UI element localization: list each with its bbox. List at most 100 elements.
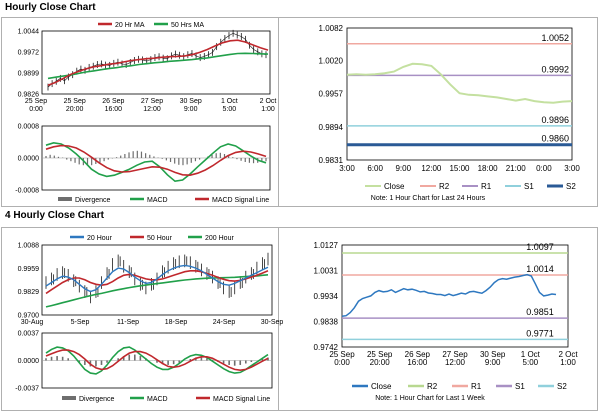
- 4h-pivot-xtick-3: 27 Sep 12:00: [442, 350, 468, 367]
- 4h-pivot-note: Note: 1 Hour Chart for Last 1 Week: [375, 395, 485, 402]
- 4h-price-ytick-0: 1.0088: [18, 243, 40, 250]
- hourly-pivot-xtick-8: 3:00: [564, 164, 580, 173]
- hourly-pivot-xtick-3: 12:00: [421, 164, 442, 173]
- hourly-pivot-xtick-1: 6:00: [367, 164, 383, 173]
- hourly-pivot-ytick-4: 0.9831: [319, 156, 344, 165]
- hourly-pivot-legend-close: Close: [384, 182, 405, 191]
- 4h-level-label-s2: 0.9771: [526, 328, 554, 338]
- 4h-legend-200hour-label: 200 Hour: [205, 235, 234, 242]
- 4h-pivot-xtick-2: 26 Sep 16:00: [405, 350, 431, 367]
- 4h-pivot-legend-s1: S1: [515, 382, 525, 391]
- 4h-level-label-r2: 1.0097: [526, 242, 554, 252]
- hourly-legend-50hr-label: 50 Hrs MA: [171, 22, 204, 29]
- panel-border-hourly: [1, 17, 598, 207]
- hourly-legend-divergence-label: Divergence: [75, 197, 111, 204]
- hourly-price-xtick-2: 26 Sep 16:00: [102, 98, 124, 113]
- hourly-price-frame: [41, 30, 271, 95]
- hourly-pivot-xtick-6: 21:00: [506, 164, 527, 173]
- 4h-level-label-r1: 1.0014: [526, 264, 554, 274]
- 4h-price-xtick-1: 5-Sep: [71, 319, 90, 326]
- 4h-price-ytick-1: 0.9959: [18, 266, 40, 273]
- 4h-macd-ytick-2: -0.0037: [15, 386, 39, 393]
- 4h-legend-divergence-label: Divergence: [79, 396, 115, 403]
- hourly-legend-20hr-label: 20 Hr MA: [115, 22, 145, 29]
- hourly-price-xtick-1: 25 Sep 20:00: [64, 98, 86, 113]
- hourly-price-xtick-3: 27 Sep 12:00: [141, 98, 163, 113]
- 4h-pivot-xtick-6: 2 Oct 1:00: [558, 350, 578, 367]
- 4h-price-xtick-3: 18-Sep: [165, 319, 188, 326]
- 4h-pivot-ytick-3: 0.9838: [314, 318, 339, 327]
- hourly-price-ytick-1: 0.9972: [18, 49, 40, 56]
- 4h-pivot-legend-r1: R1: [471, 382, 482, 391]
- 4h-pivot-legend-r2: R2: [427, 382, 438, 391]
- 4h-pivot-xtick-4: 30 Sep 9:00: [480, 350, 506, 367]
- 4h-pivot-ytick-1: 1.0031: [314, 266, 339, 275]
- hourly-price-xtick-0: 25 Sep 0:00: [25, 98, 47, 113]
- hourly-pivot-xtick-2: 9:00: [395, 164, 411, 173]
- 4h-legend-macd-label: MACD: [147, 396, 168, 403]
- 4h-close-line: [341, 273, 557, 318]
- hourly-ma20-line: [47, 39, 269, 87]
- hourly-legend-signal-label: MACD Signal Line: [212, 197, 269, 204]
- hourly-price-ytick-3: 0.9826: [18, 92, 40, 99]
- hourly-legend-macd-label: MACD: [147, 197, 168, 204]
- hourly-close-line: [346, 62, 573, 104]
- hourly-pivot-ytick-2: 0.9957: [319, 90, 344, 99]
- hourly-pivot-note: Note: 1 Hour Chart for Last 24 Hours: [371, 195, 486, 202]
- hourly-macd-ytick-0: 0.0008: [18, 124, 40, 131]
- hourly-price-xtick-4: 30 Sep 9:00: [180, 98, 202, 113]
- 4h-legend-signal-label: MACD Signal Line: [213, 396, 270, 403]
- hourly-pivot-ytick-0: 1.0082: [319, 24, 344, 33]
- 4h-ma200-line: [45, 274, 269, 308]
- hourly-signal-line: [45, 144, 267, 177]
- 4h-legend-50hour-label: 50 Hour: [147, 235, 173, 242]
- 4h-pivot-frame: [341, 244, 569, 348]
- 4h-signal-line: [45, 349, 269, 372]
- hourly-pivot-legend-s1: S1: [524, 182, 534, 191]
- 4h-pivot-xtick-5: 1 Oct 5:00: [521, 350, 541, 367]
- 4h-price-xtick-4: 24-Sep: [213, 319, 236, 326]
- 4h-price-ytick-3: 0.9700: [18, 313, 40, 320]
- 4h-pivot-ytick-2: 0.9934: [314, 292, 339, 301]
- 4h-pivot-xtick-1: 25 Sep 20:00: [367, 350, 393, 367]
- 4h-price-frame: [41, 244, 273, 316]
- hourly-pivot-xtick-5: 18:00: [478, 164, 499, 173]
- hourly-pivot-legend-s2: S2: [566, 182, 576, 191]
- 4h-pivot-ytick-0: 1.0127: [314, 241, 339, 250]
- 4h-pivot-legend-close: Close: [371, 382, 392, 391]
- hourly-level-label-r1: 0.9992: [541, 64, 569, 74]
- hourly-legend-divergence-swatch: [58, 197, 72, 201]
- 4h-ma50-line: [45, 269, 269, 295]
- 4h-pivot-xtick-0: 25 Sep 0:00: [329, 350, 355, 367]
- 4h-price-xtick-5: 30-Sep: [261, 319, 284, 326]
- hourly-ma50-line: [47, 52, 269, 80]
- hourly-price-xtick-5: 1 Oct 5:00: [221, 98, 238, 113]
- hourly-macd-ytick-2: -0.0008: [15, 188, 39, 195]
- 4h-price-xtick-2: 11-Sep: [117, 319, 139, 326]
- hourly-pivot-ytick-3: 0.9894: [319, 123, 344, 132]
- hourly-pivot-legend-r1: R1: [481, 182, 492, 191]
- hourly-macd-ytick-1: 0.0000: [18, 156, 40, 163]
- hourly-price-ytick-0: 1.0044: [18, 29, 40, 36]
- 4h-macd-line: [45, 346, 269, 375]
- hourly-price-xtick-6: 2 Oct 1:00: [260, 98, 277, 113]
- 4h-legend-divergence-swatch: [62, 396, 76, 400]
- section-title-hourly: Hourly Close Chart: [5, 2, 96, 13]
- hourly-level-label-s1: 0.9896: [541, 115, 569, 125]
- 4h-legend-20hour-label: 20 Hour: [87, 235, 113, 242]
- panel-border-4hourly: [1, 227, 598, 411]
- hourly-price-ytick-2: 0.9899: [18, 70, 40, 77]
- hourly-pivot-ytick-1: 1.0020: [319, 57, 344, 66]
- 4h-price-xtick-0: 30-Aug: [21, 319, 44, 326]
- 4h-level-label-s1: 0.9851: [526, 307, 554, 317]
- 4h-pivot-legend-s2: S2: [557, 382, 567, 391]
- hourly-pivot-xtick-7: 0:00: [536, 164, 552, 173]
- hourly-macd-line: [45, 141, 267, 183]
- 4h-pivot-ytick-4: 0.9742: [314, 343, 339, 352]
- hourly-price-line: [47, 32, 267, 88]
- hourly-pivot-xtick-0: 3:00: [339, 164, 355, 173]
- hourly-pivot-xtick-4: 15:00: [449, 164, 470, 173]
- 4h-ma20-line: [45, 264, 269, 293]
- hourly-pivot-legend-r2: R2: [439, 182, 450, 191]
